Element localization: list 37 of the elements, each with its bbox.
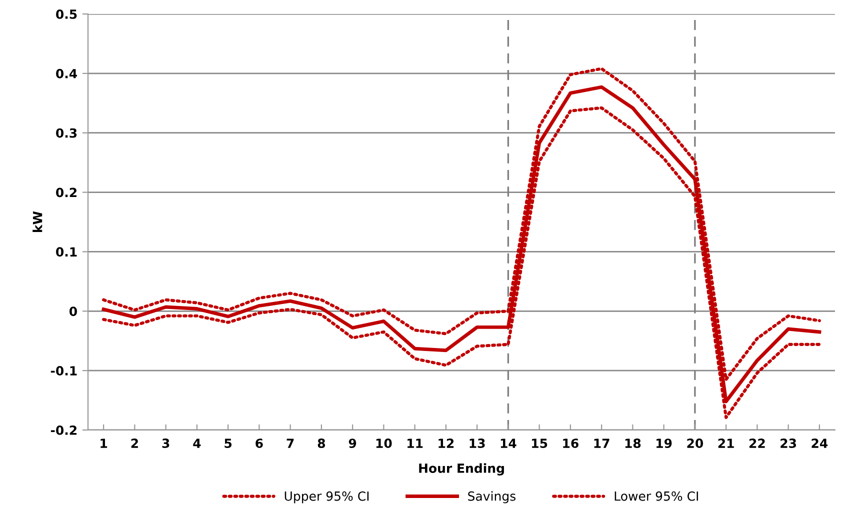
x-tick-label: 12 xyxy=(438,438,454,448)
x-tick-label: 16 xyxy=(563,438,578,448)
x-tick-label: 18 xyxy=(625,438,641,448)
y-tick-label: 0.2 xyxy=(56,188,76,198)
x-tick-label: 7 xyxy=(286,438,294,448)
legend-label: Upper 95% CI xyxy=(284,491,369,504)
x-tick-label: 2 xyxy=(131,438,138,448)
x-tick-label: 17 xyxy=(594,438,610,448)
x-tick-label: 24 xyxy=(812,438,828,448)
x-tick-label: 8 xyxy=(318,438,326,448)
x-tick-label: 5 xyxy=(224,438,232,448)
y-tick-label: -0.2 xyxy=(50,425,76,435)
y-tick-label: 0 xyxy=(69,306,77,316)
x-tick-label: 11 xyxy=(408,438,423,448)
y-tick-label: 0.1 xyxy=(56,247,77,257)
x-tick-label: 9 xyxy=(348,438,356,448)
x-tick-label: 6 xyxy=(256,438,263,448)
x-tick-label: 15 xyxy=(532,438,548,448)
y-tick-label: -0.1 xyxy=(50,366,77,376)
legend-label: Lower 95% CI xyxy=(614,491,698,501)
x-axis-title: Hour Ending xyxy=(419,463,504,476)
y-axis-title: kW xyxy=(32,211,42,232)
x-tick-label: 13 xyxy=(470,438,485,448)
x-tick-label: 14 xyxy=(500,438,516,448)
x-tick-label: 21 xyxy=(718,438,734,448)
x-tick-label: 1 xyxy=(100,438,108,448)
x-tick-label: 20 xyxy=(687,438,704,448)
y-tick-label: 0.3 xyxy=(56,128,77,138)
y-tick-label: 0.5 xyxy=(56,9,77,19)
x-tick-label: 10 xyxy=(376,438,392,448)
x-tick-label: 3 xyxy=(162,438,170,448)
y-tick-label: 0.4 xyxy=(56,68,78,78)
x-tick-label: 23 xyxy=(780,438,796,448)
x-tick-label: 4 xyxy=(193,438,201,448)
x-tick-label: 19 xyxy=(656,438,672,448)
x-tick-label: 22 xyxy=(749,438,765,448)
legend-label: Savings xyxy=(468,491,516,504)
